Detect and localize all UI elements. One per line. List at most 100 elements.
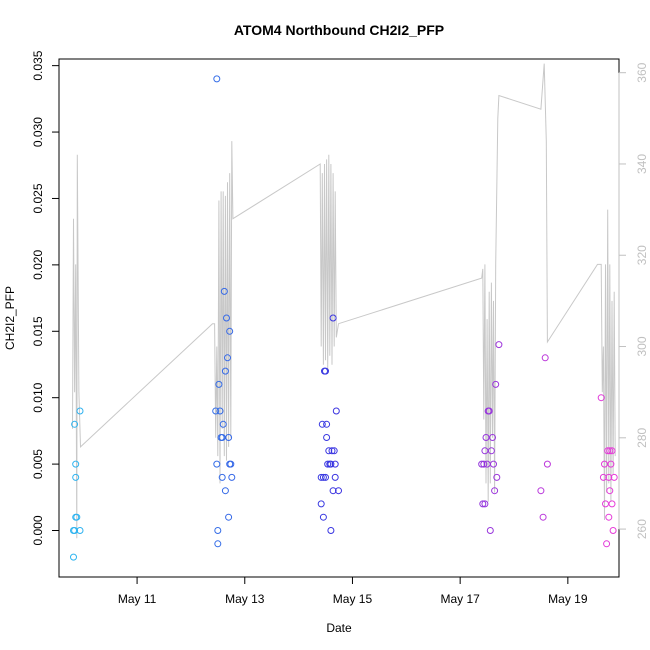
data-point	[225, 434, 233, 441]
x-tick-label: May 13	[225, 592, 265, 606]
data-point	[212, 407, 220, 415]
x-tick-label: May 17	[440, 592, 480, 606]
data-point	[479, 500, 487, 508]
data-point	[221, 367, 229, 375]
data-point	[329, 314, 337, 322]
data-point	[490, 460, 497, 468]
data-point	[599, 473, 607, 481]
data-point	[71, 527, 79, 534]
secondary-series-line	[72, 63, 616, 539]
data-point	[331, 473, 339, 481]
data-point	[335, 487, 342, 495]
data-point	[322, 367, 329, 375]
data-point	[216, 407, 224, 415]
data-point	[318, 420, 326, 428]
x-tick-label: May 11	[118, 592, 157, 606]
data-point	[72, 473, 80, 481]
data-point	[214, 540, 222, 548]
data-point	[224, 354, 231, 362]
data-point	[608, 447, 616, 455]
data-point	[213, 75, 221, 83]
data-point	[608, 500, 616, 508]
data-point	[487, 447, 495, 455]
y-tick-label: 0.025	[31, 183, 45, 213]
y-tick-label: 0.035	[31, 50, 45, 80]
data-point	[597, 394, 605, 402]
data-point	[330, 447, 338, 455]
data-point	[539, 513, 547, 521]
data-point	[543, 460, 551, 468]
right-tick-label: 300	[635, 336, 649, 356]
y-axis-label: CH2I2_PFP	[3, 286, 17, 350]
y-axis: 0.000 0.005 0.010 0.015 0.020 0.025 0.030 0.035	[31, 50, 60, 546]
data-point	[322, 473, 329, 481]
data-point	[495, 341, 503, 349]
x-tick-label: May 19	[548, 592, 588, 606]
data-point	[71, 420, 79, 428]
data-point	[328, 447, 336, 455]
data-point	[219, 420, 227, 428]
y-tick-label: 0.015	[31, 316, 45, 346]
data-point	[228, 473, 236, 481]
points-layer	[70, 75, 618, 561]
data-point	[317, 473, 325, 481]
data-point	[323, 434, 331, 441]
data-point	[606, 487, 614, 495]
right-tick-label: 280	[635, 427, 649, 447]
data-point	[226, 327, 234, 335]
data-point	[213, 460, 221, 468]
chart-title: ATOM4 Northbound CH2I2_PFP	[234, 22, 444, 38]
y-tick-label: 0.000	[31, 515, 45, 545]
data-point	[489, 434, 496, 441]
data-point	[72, 460, 80, 468]
data-point	[227, 460, 235, 468]
y-tick-label: 0.020	[31, 250, 45, 280]
y-tick-label: 0.010	[31, 382, 45, 412]
data-point	[218, 473, 226, 481]
data-point	[327, 460, 335, 468]
data-point	[332, 407, 340, 415]
data-point	[223, 314, 230, 322]
right-tick-label: 260	[635, 519, 649, 539]
data-point	[70, 553, 77, 561]
data-point	[323, 420, 331, 428]
data-point	[480, 460, 488, 468]
data-point	[605, 513, 613, 521]
data-point	[486, 527, 494, 534]
y-tick-label: 0.005	[31, 449, 45, 479]
data-point	[73, 513, 81, 521]
data-point	[220, 287, 228, 295]
data-point	[493, 473, 501, 481]
data-point	[325, 447, 333, 455]
data-point	[319, 513, 327, 521]
data-point	[214, 527, 222, 534]
data-point	[327, 527, 335, 534]
data-point	[605, 473, 613, 481]
data-point	[324, 460, 332, 468]
data-point	[481, 500, 489, 508]
data-point	[76, 527, 84, 534]
data-point	[329, 487, 337, 495]
right-tick-label: 320	[635, 245, 649, 265]
secondary-line-layer	[72, 63, 616, 539]
data-point	[225, 513, 233, 521]
data-point	[76, 407, 84, 415]
data-point	[492, 380, 500, 388]
data-point	[478, 460, 486, 468]
right-axis: 260 280 300 320 340 360	[618, 62, 649, 539]
data-point	[331, 460, 339, 468]
data-point	[609, 527, 617, 534]
x-tick-label: May 15	[333, 592, 373, 606]
data-point	[606, 447, 614, 455]
y-tick-label: 0.030	[31, 117, 45, 147]
data-point	[610, 473, 618, 481]
right-tick-label: 340	[635, 154, 649, 174]
data-point	[607, 460, 615, 468]
data-point	[317, 500, 325, 508]
data-point	[604, 447, 612, 455]
data-point	[215, 380, 223, 388]
data-point	[491, 487, 499, 495]
data-point	[319, 473, 327, 481]
x-axis-label: Date	[326, 621, 352, 635]
